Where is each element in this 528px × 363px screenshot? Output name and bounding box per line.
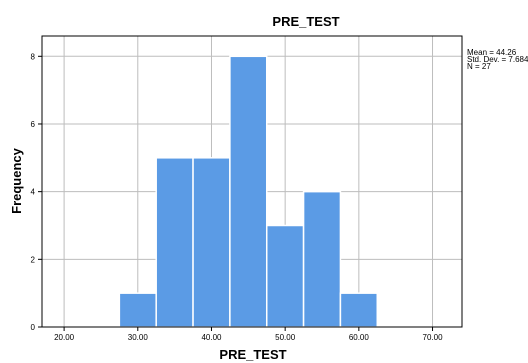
y-axis-ticks: 0 2 4 6 8 [31, 52, 42, 332]
histogram-bar [302, 190, 342, 328]
y-tick-label: 2 [31, 255, 36, 264]
x-axis-label: PRE_TEST [219, 347, 286, 362]
x-tick-label: 20.00 [54, 333, 75, 342]
x-tick-label: 60.00 [349, 333, 370, 342]
histogram-bar [265, 224, 305, 328]
y-tick-label: 4 [31, 188, 36, 197]
statistics-line: Mean = 44.26 [467, 48, 517, 57]
y-tick-label: 0 [31, 323, 36, 332]
histogram-bar [229, 55, 268, 328]
histogram-bar [155, 157, 194, 328]
y-axis-label: Frequency [9, 147, 24, 214]
plot-frame [41, 35, 463, 328]
histogram-bar [339, 292, 379, 328]
histogram-bar [118, 292, 157, 328]
statistics-line: Std. Dev. = 7.684 [467, 55, 528, 64]
statistics-line: N = 27 [467, 62, 491, 71]
x-axis-ticks: 20.00 30.00 40.00 50.00 60.00 70.00 [54, 327, 443, 342]
y-tick-label: 6 [31, 120, 36, 129]
histogram-bar [192, 157, 231, 328]
x-tick-label: 30.00 [128, 333, 149, 342]
y-tick-label: 8 [31, 52, 36, 61]
histogram-bars [118, 55, 379, 328]
chart-title: PRE_TEST [272, 14, 339, 29]
x-tick-label: 50.00 [275, 333, 296, 342]
x-tick-label: 70.00 [423, 333, 444, 342]
x-tick-label: 40.00 [201, 333, 222, 342]
